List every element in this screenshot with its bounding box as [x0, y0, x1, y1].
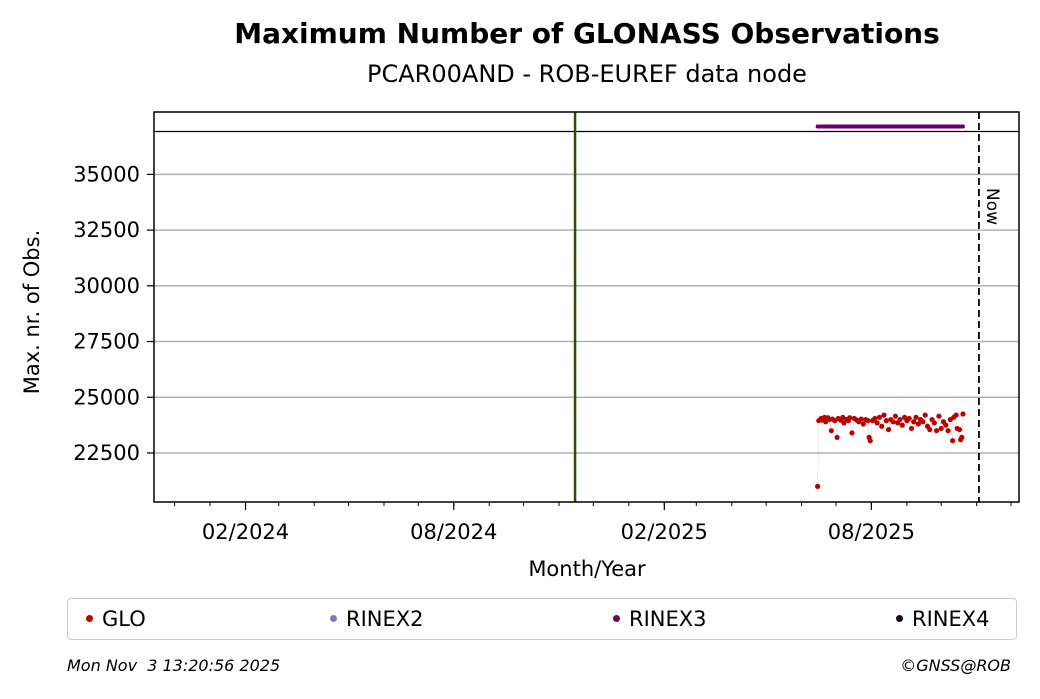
- legend-item-rinex3: RINEX3: [613, 599, 707, 639]
- rinex4-marker-icon: [896, 614, 903, 622]
- footer-timestamp: Mon Nov 3 13:20:56 2025: [67, 656, 281, 675]
- glo-point: [911, 419, 917, 425]
- glo-point: [828, 428, 834, 434]
- chart-subtitle: PCAR00AND - ROB-EUREF data node: [367, 60, 807, 88]
- glo-point: [934, 428, 940, 434]
- glo-point: [920, 419, 926, 425]
- glo-point: [883, 418, 889, 424]
- glo-point: [847, 415, 853, 421]
- rinex3-marker-icon: [613, 614, 620, 622]
- glo-point: [908, 425, 915, 432]
- glo-point: [913, 414, 919, 420]
- y-tick-label: 25000: [73, 385, 140, 409]
- x-tick-label: 08/2024: [410, 520, 497, 544]
- glo-point: [881, 412, 887, 418]
- glo-point: [892, 413, 899, 419]
- legend-label-rinex2: RINEX2: [346, 607, 424, 631]
- legend-item-rinex2: RINEX2: [330, 599, 424, 639]
- glo-point: [860, 421, 866, 427]
- glo-point: [936, 413, 942, 419]
- legend-item-glo: GLO: [86, 599, 146, 639]
- legend-label-rinex3: RINEX3: [629, 607, 707, 631]
- glo-point: [849, 430, 855, 436]
- rinex2-marker-icon: [330, 614, 337, 622]
- glo-marker-icon: [86, 614, 93, 622]
- glo-point: [906, 415, 912, 422]
- glo-point: [872, 415, 878, 422]
- glo-point: [899, 422, 905, 428]
- glo-point: [943, 422, 949, 428]
- plot-frame: [153, 111, 1020, 503]
- glo-point: [858, 416, 864, 422]
- glo-point: [956, 426, 963, 433]
- glo-point: [953, 412, 959, 418]
- y-axis-label: Max. nr. of Obs.: [20, 230, 44, 395]
- legend-label-rinex4: RINEX4: [912, 607, 990, 631]
- glo-point: [915, 421, 921, 427]
- legend-item-rinex4: RINEX4: [896, 599, 990, 639]
- legend-label-glo: GLO: [102, 607, 146, 631]
- glo-point: [960, 411, 966, 417]
- plot-area: 22500 25000 27500 30000 32500 35000 02/2024 08/…: [73, 111, 1020, 544]
- glo-point: [945, 428, 951, 434]
- glo-point: [885, 426, 892, 433]
- glo-point: [867, 438, 873, 444]
- glo-point: [865, 418, 871, 424]
- x-tick-label: 08/2025: [828, 520, 915, 544]
- y-tick-label: 22500: [73, 441, 140, 465]
- glo-point: [927, 426, 933, 433]
- glo-point: [959, 434, 965, 440]
- y-tick-label: 35000: [73, 162, 140, 186]
- x-tick-label: 02/2024: [202, 520, 289, 544]
- footer-credit: ©GNSS@ROB: [900, 656, 1011, 675]
- glo-point: [922, 412, 928, 418]
- now-label: Now: [982, 188, 1002, 225]
- glo-point: [897, 416, 903, 423]
- glo-point: [879, 423, 885, 429]
- glo-point: [876, 414, 883, 420]
- glo-point: [950, 438, 956, 444]
- y-tick-label: 32500: [73, 218, 140, 242]
- glo-point: [890, 419, 896, 425]
- glo-trace: [817, 413, 964, 487]
- x-tick-label: 02/2025: [621, 520, 708, 544]
- y-tick-label: 27500: [73, 330, 140, 354]
- y-tick-label: 30000: [73, 274, 140, 298]
- glo-point: [815, 483, 821, 489]
- glo-point: [938, 425, 944, 432]
- glo-point: [834, 434, 840, 440]
- chart-title: Maximum Number of GLONASS Observations: [234, 17, 940, 50]
- legend: GLO RINEX2 RINEX3 RINEX4: [67, 598, 1017, 640]
- glo-point: [931, 420, 937, 426]
- x-axis-label: Month/Year: [528, 557, 646, 581]
- glo-point: [874, 420, 880, 426]
